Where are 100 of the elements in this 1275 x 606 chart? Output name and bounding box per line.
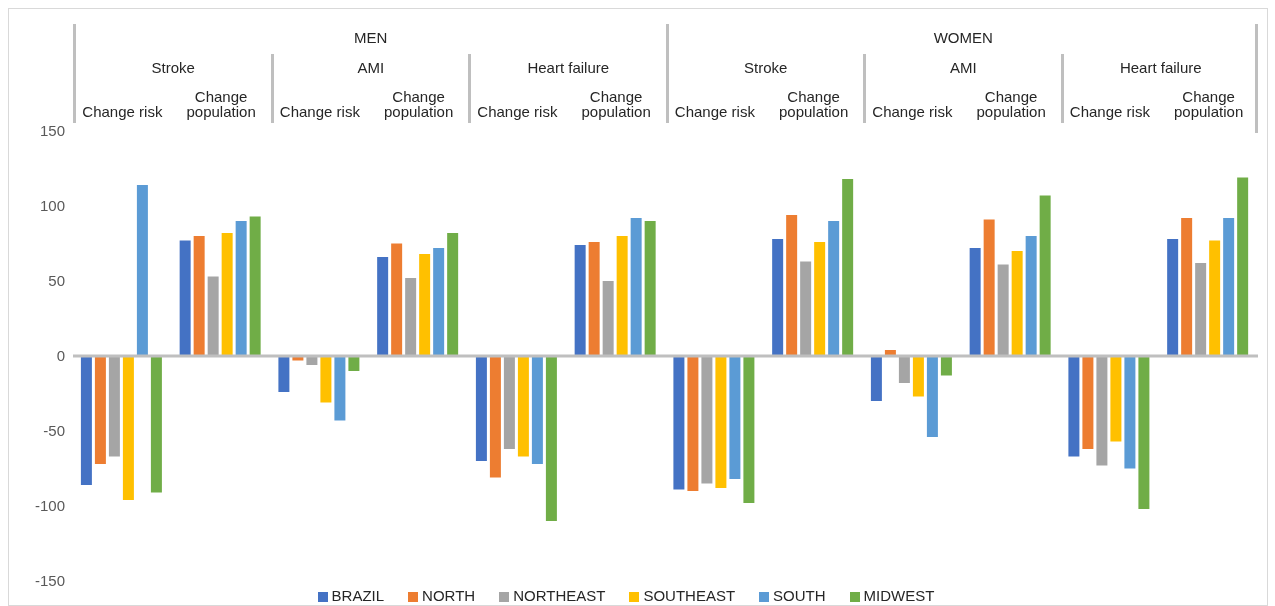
bar bbox=[419, 254, 431, 356]
bar bbox=[531, 356, 543, 464]
text: AMI bbox=[357, 59, 385, 76]
bar bbox=[574, 245, 586, 356]
text: AMI bbox=[949, 59, 977, 76]
bar bbox=[1167, 239, 1179, 356]
bar bbox=[1082, 356, 1094, 449]
legend-label: SOUTH bbox=[773, 587, 826, 604]
bar bbox=[1237, 177, 1249, 356]
y-tick-label: 50 bbox=[48, 272, 65, 290]
bar bbox=[898, 356, 910, 383]
bar bbox=[489, 356, 501, 478]
legend-label: MIDWEST bbox=[863, 587, 935, 604]
bar bbox=[673, 356, 685, 490]
bar bbox=[94, 356, 106, 464]
x-tick-label: Change risk bbox=[872, 103, 953, 120]
bar bbox=[235, 221, 247, 356]
bar bbox=[108, 356, 120, 457]
bar bbox=[334, 356, 346, 421]
text: Stroke bbox=[744, 59, 788, 76]
bar bbox=[391, 243, 403, 356]
bar bbox=[800, 261, 812, 356]
bar bbox=[1209, 240, 1221, 356]
bar bbox=[377, 257, 389, 356]
bar bbox=[701, 356, 713, 484]
bar bbox=[786, 215, 798, 356]
x-tick-label: Change risk bbox=[279, 103, 361, 120]
x-tick-label: Change population bbox=[186, 88, 256, 120]
bar bbox=[1223, 218, 1235, 356]
legend-label: BRAZIL bbox=[331, 587, 385, 604]
bar bbox=[687, 356, 699, 491]
bar bbox=[1195, 263, 1207, 356]
bar bbox=[249, 216, 261, 356]
bar bbox=[122, 356, 134, 500]
bar bbox=[870, 356, 882, 401]
bar bbox=[1124, 356, 1136, 469]
text: MEN bbox=[354, 29, 388, 46]
bar bbox=[1039, 195, 1051, 356]
x-tick-label: Change population bbox=[1174, 88, 1244, 120]
bar bbox=[221, 233, 233, 356]
x-tick-label: Change population bbox=[779, 88, 849, 120]
legend-label: SOUTHEAST bbox=[643, 587, 736, 604]
y-tick-label: -100 bbox=[34, 497, 65, 515]
bar bbox=[207, 276, 219, 356]
bar bbox=[405, 278, 417, 356]
bar bbox=[320, 356, 332, 403]
bar bbox=[447, 233, 459, 356]
y-tick-label: 0 bbox=[56, 347, 65, 365]
bar bbox=[1011, 251, 1023, 356]
y-tick-label: 150 bbox=[39, 122, 65, 140]
bar bbox=[630, 218, 642, 356]
x-tick-label: Change risk bbox=[674, 103, 756, 120]
bar bbox=[814, 242, 826, 356]
bar bbox=[926, 356, 938, 437]
x-tick-label: Change population bbox=[976, 88, 1046, 120]
bar bbox=[912, 356, 924, 397]
bar bbox=[136, 185, 148, 356]
bar bbox=[602, 281, 614, 356]
bar bbox=[1138, 356, 1150, 509]
bar bbox=[588, 242, 600, 356]
bar bbox=[616, 236, 628, 356]
bar bbox=[433, 248, 445, 356]
x-tick-label: Change risk bbox=[477, 103, 558, 120]
bar bbox=[743, 356, 755, 503]
bar bbox=[715, 356, 727, 488]
bar bbox=[278, 356, 290, 392]
y-tick-label: -50 bbox=[43, 422, 65, 440]
bar bbox=[80, 356, 92, 485]
bar bbox=[983, 219, 995, 356]
bar bbox=[997, 264, 1009, 356]
y-tick-label: -150 bbox=[34, 572, 65, 590]
legend-label: NORTH bbox=[422, 587, 476, 604]
bar bbox=[517, 356, 529, 457]
bar bbox=[193, 236, 205, 356]
legend-label: NORTHEAST bbox=[513, 587, 606, 604]
bar bbox=[1096, 356, 1108, 466]
text: Stroke bbox=[151, 59, 195, 76]
bar bbox=[1110, 356, 1122, 442]
bar bbox=[503, 356, 515, 449]
bar bbox=[969, 248, 981, 356]
bar bbox=[729, 356, 741, 479]
text: WOMEN bbox=[933, 29, 993, 46]
bar bbox=[644, 221, 656, 356]
x-tick-label: Change risk bbox=[82, 103, 163, 120]
x-tick-label: Change risk bbox=[1069, 103, 1151, 120]
bar bbox=[545, 356, 557, 521]
text: Heart failure bbox=[527, 59, 610, 76]
bar bbox=[1025, 236, 1037, 356]
x-tick-label: Change population bbox=[384, 88, 454, 120]
bar bbox=[475, 356, 487, 461]
bar bbox=[828, 221, 840, 356]
bar bbox=[772, 239, 784, 356]
x-tick-label: Change population bbox=[581, 88, 651, 120]
y-tick-label: 100 bbox=[39, 197, 65, 215]
bar bbox=[150, 356, 162, 493]
text: Heart failure bbox=[1119, 59, 1202, 76]
bar bbox=[1181, 218, 1193, 356]
bar bbox=[1068, 356, 1080, 457]
bar bbox=[179, 240, 191, 356]
bar bbox=[842, 179, 854, 356]
